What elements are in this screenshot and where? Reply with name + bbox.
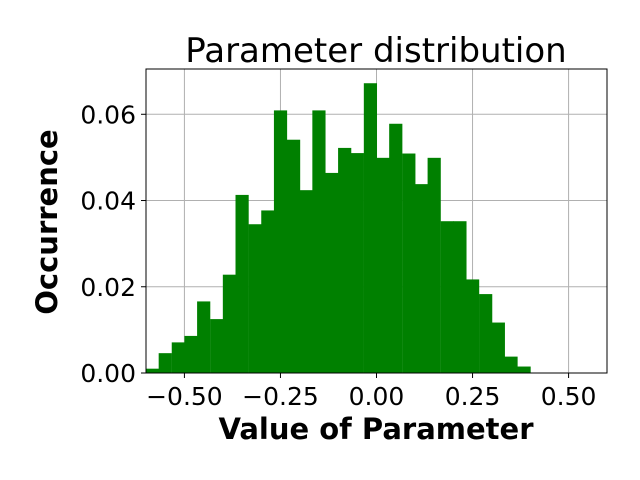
x-tick-label: 0.50	[541, 382, 597, 411]
histogram-bar	[427, 157, 441, 373]
y-tick-label: 0.00	[80, 359, 136, 388]
histogram-bar	[273, 110, 288, 373]
histogram-bar	[210, 319, 224, 373]
histogram-bar	[466, 279, 480, 373]
y-tick-label: 0.06	[80, 100, 136, 129]
histogram-bar	[171, 342, 185, 373]
y-axis-label: Occurrence	[30, 129, 64, 314]
histogram-bar	[504, 356, 518, 373]
chart-title: Parameter distribution	[185, 31, 566, 71]
histogram-bar	[235, 194, 249, 373]
histogram-bar	[146, 368, 160, 373]
axis-ticks: −0.50 −0.25 0.00 0.25 0.50 0.00 0.02 0.04 0.06	[80, 100, 596, 411]
histogram-bar	[350, 153, 364, 373]
histogram-bar	[197, 301, 211, 373]
histogram-bar	[517, 366, 531, 373]
x-axis-label: Value of Parameter	[218, 412, 534, 446]
histogram-bar	[299, 190, 313, 373]
histogram-bar	[389, 123, 403, 373]
histogram-bar	[158, 353, 172, 373]
histogram-bar	[222, 274, 237, 373]
x-tick-label: −0.25	[242, 382, 319, 411]
y-tick-label: 0.04	[80, 187, 136, 216]
histogram-bar	[440, 221, 454, 373]
histogram-bar	[338, 147, 352, 373]
histogram-bar	[325, 172, 339, 373]
x-tick-label: 0.00	[349, 382, 405, 411]
histogram-bar	[414, 184, 429, 373]
x-tick-label: −0.50	[146, 382, 223, 411]
histogram-bar	[376, 157, 390, 373]
histogram-bar	[184, 335, 198, 373]
histogram-bar	[286, 139, 301, 373]
histogram-bar	[363, 83, 378, 373]
bars	[146, 83, 531, 373]
histogram-bar	[261, 210, 275, 373]
histogram-bar	[312, 110, 326, 373]
x-tick-label: 0.25	[445, 382, 501, 411]
histogram-bar	[479, 294, 493, 373]
histogram-bar	[491, 322, 505, 373]
histogram-bar	[248, 224, 262, 373]
histogram-bar	[402, 153, 416, 373]
y-tick-label: 0.02	[80, 273, 136, 302]
histogram-bar	[453, 221, 467, 373]
